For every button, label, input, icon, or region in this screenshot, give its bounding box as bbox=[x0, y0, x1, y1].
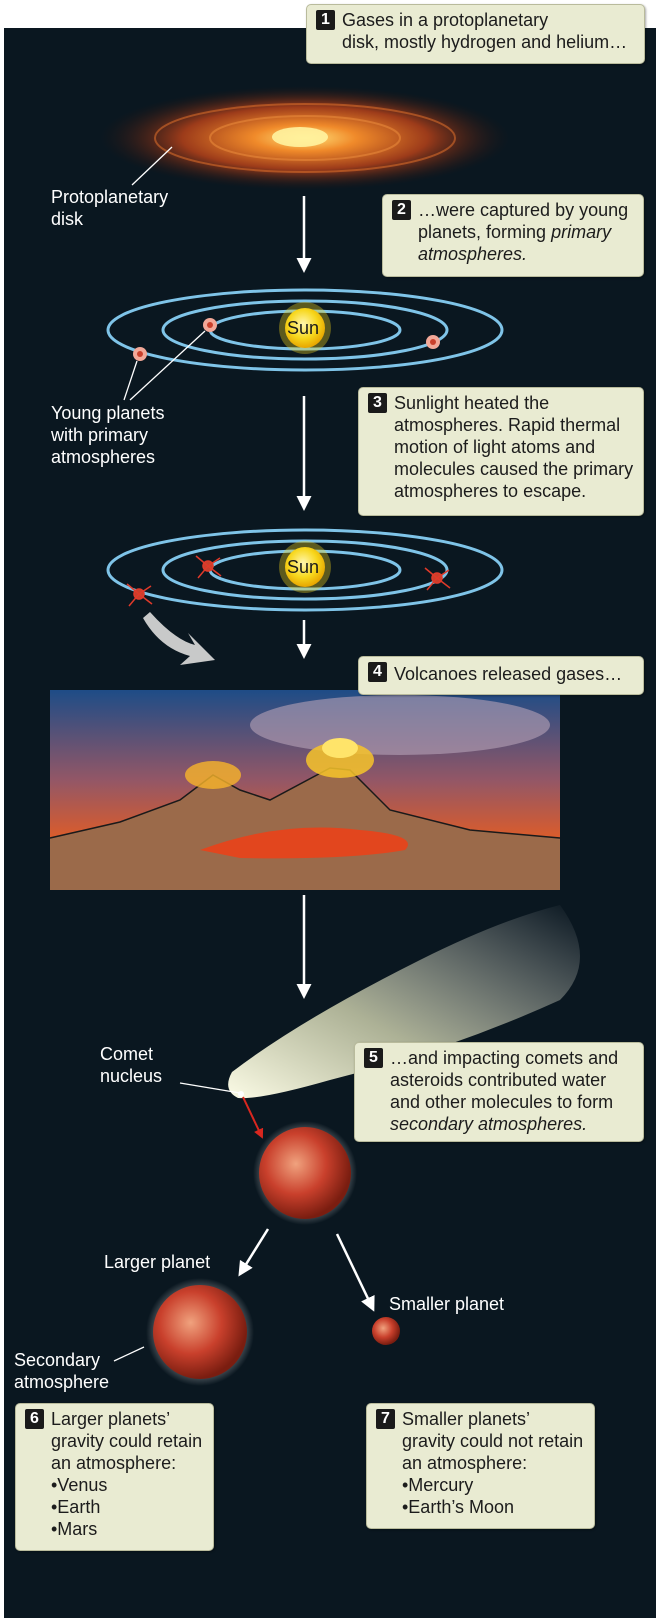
young-planets-label: Young planets with primary atmospheres bbox=[51, 403, 165, 467]
impact-arrow bbox=[242, 1096, 264, 1139]
comet-nucleus-label: Comet nucleus bbox=[100, 1044, 163, 1086]
escaping-atmosphere-icon bbox=[126, 555, 451, 607]
flow-arrow-larger bbox=[238, 1228, 270, 1277]
secondary-atmosphere-label: Secondary atmosphere bbox=[14, 1350, 110, 1392]
atmosphere-leader-line bbox=[113, 1346, 145, 1362]
young-planet-leader-line bbox=[123, 360, 138, 401]
step-number: 7 bbox=[376, 1409, 395, 1429]
impacted-planet-icon bbox=[253, 1121, 357, 1225]
comet-leader-line bbox=[179, 1082, 241, 1094]
step-number: 6 bbox=[25, 1409, 44, 1429]
larger-planet-icon bbox=[146, 1278, 254, 1386]
volcano-scene-image bbox=[49, 690, 561, 890]
disk-leader-line bbox=[131, 146, 173, 186]
young-planet-icon bbox=[133, 318, 440, 361]
protoplanetary-disk-label: Protoplanetary disk bbox=[51, 187, 169, 229]
sun-icon bbox=[279, 302, 331, 354]
step-number: 4 bbox=[368, 662, 387, 682]
step-number: 2 bbox=[392, 200, 411, 220]
sun-label: Sun bbox=[287, 318, 320, 338]
step-5-callout: 5 …and impacting comets and asteroids co… bbox=[354, 1042, 644, 1142]
step-2-callout: 2 …were captured by young planets, formi… bbox=[382, 194, 644, 277]
flow-arrow-smaller bbox=[335, 1233, 375, 1312]
smaller-planet-icon bbox=[372, 1317, 400, 1345]
sun-label: Sun bbox=[287, 557, 320, 577]
step-4-callout: 4 Volcanoes released gases… bbox=[358, 656, 644, 695]
step-3-callout: 3 Sunlight heated the atmospheres. Rapid… bbox=[358, 387, 644, 516]
escape-arrow bbox=[143, 612, 215, 665]
sun-icon bbox=[279, 541, 331, 593]
young-planet-leader-line bbox=[129, 330, 206, 401]
smaller-planet-label: Smaller planet bbox=[389, 1294, 505, 1314]
step-7-callout: 7 Smaller planets’ gravity could not ret… bbox=[366, 1403, 595, 1529]
protoplanetary-disk-image bbox=[100, 86, 510, 190]
step-1-callout: 1 Gases in a protoplanetary disk, mostly… bbox=[306, 4, 645, 64]
step-6-callout: 6 Larger planets’ gravity could retain a… bbox=[15, 1403, 214, 1551]
step-number: 1 bbox=[316, 10, 335, 30]
step-number: 5 bbox=[364, 1048, 383, 1068]
step-number: 3 bbox=[368, 393, 387, 413]
larger-planet-label: Larger planet bbox=[104, 1252, 211, 1272]
